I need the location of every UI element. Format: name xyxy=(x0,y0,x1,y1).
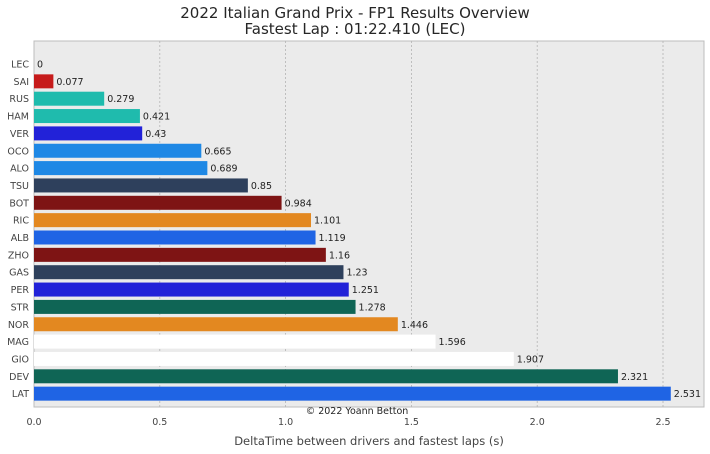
y-tick-label: ALO xyxy=(10,164,29,175)
bar-value-label: 0.279 xyxy=(107,94,134,105)
x-tick-label: 0.5 xyxy=(152,417,167,428)
bar-nor xyxy=(34,317,398,332)
x-axis-title: DeltaTime between drivers and fastest la… xyxy=(234,434,504,448)
bar-mag xyxy=(34,334,436,349)
bar-lat xyxy=(34,386,671,401)
bar-value-label: 1.23 xyxy=(346,268,367,279)
bar-value-label: 1.16 xyxy=(329,250,350,261)
bar-value-label: 0.421 xyxy=(143,112,170,123)
y-tick-label: TSU xyxy=(9,181,29,192)
y-tick-label: HAM xyxy=(7,112,29,123)
x-tick-label: 1.0 xyxy=(278,417,293,428)
bar-alo xyxy=(34,161,208,176)
bar-value-label: 0.665 xyxy=(204,146,231,157)
bar-ver xyxy=(34,126,143,141)
y-tick-label: ALB xyxy=(11,233,29,244)
x-tick-label: 2.0 xyxy=(530,417,545,428)
y-tick-label: GIO xyxy=(11,354,29,365)
x-tick-label: 2.5 xyxy=(655,417,670,428)
y-tick-label: ZHO xyxy=(8,250,29,261)
y-tick-label: STR xyxy=(11,302,30,313)
bar-value-label: 0.689 xyxy=(210,164,237,175)
chart-subtitle: Fastest Lap : 01:22.410 (LEC) xyxy=(244,20,466,38)
chart-title: 2022 Italian Grand Prix - FP1 Results Ov… xyxy=(180,4,530,22)
bar-gio xyxy=(34,351,514,366)
y-tick-label: SAI xyxy=(13,77,29,88)
x-tick-label: 0.0 xyxy=(26,417,41,428)
bar-value-label: 2.321 xyxy=(621,372,648,383)
bar-value-label: 0.984 xyxy=(285,198,312,209)
copyright-annotation: © 2022 Yoann Betton xyxy=(306,406,409,417)
y-tick-label: NOR xyxy=(8,320,30,331)
y-tick-label: DEV xyxy=(9,372,29,383)
y-tick-label: PER xyxy=(11,285,30,296)
y-tick-label: GAS xyxy=(9,268,29,279)
bar-oco xyxy=(34,143,202,158)
bar-ric xyxy=(34,213,312,228)
bar-gas xyxy=(34,265,344,280)
bar-value-label: 2.531 xyxy=(674,389,701,400)
bar-value-label: 1.101 xyxy=(314,216,341,227)
bar-value-label: 1.278 xyxy=(359,302,386,313)
y-tick-label: LEC xyxy=(11,60,29,71)
y-tick-label: BOT xyxy=(9,198,29,209)
y-tick-label: RIC xyxy=(13,216,29,227)
bar-value-label: 1.596 xyxy=(439,337,466,348)
bar-value-label: 1.119 xyxy=(319,233,346,244)
bar-value-label: 0.077 xyxy=(56,77,83,88)
bar-bot xyxy=(34,195,282,210)
bar-per xyxy=(34,282,349,297)
bar-ham xyxy=(34,109,140,124)
bar-value-label: 1.251 xyxy=(352,285,379,296)
bar-zho xyxy=(34,247,326,262)
y-tick-label: LAT xyxy=(12,389,29,400)
bar-value-label: 1.446 xyxy=(401,320,428,331)
y-tick-label: MAG xyxy=(7,337,29,348)
bar-dev xyxy=(34,369,618,384)
bar-alb xyxy=(34,230,316,245)
y-tick-label: OCO xyxy=(7,146,29,157)
bar-value-label: 0.85 xyxy=(251,181,272,192)
bar-value-label: 0.43 xyxy=(145,129,166,140)
y-tick-label: VER xyxy=(10,129,30,140)
bar-value-label: 1.907 xyxy=(517,354,544,365)
bar-value-label: 0 xyxy=(37,60,43,71)
bar-str xyxy=(34,299,356,314)
bar-rus xyxy=(34,91,105,106)
y-tick-label: RUS xyxy=(9,94,29,105)
x-tick-label: 1.5 xyxy=(404,417,419,428)
bar-sai xyxy=(34,74,54,89)
bar-tsu xyxy=(34,178,248,193)
